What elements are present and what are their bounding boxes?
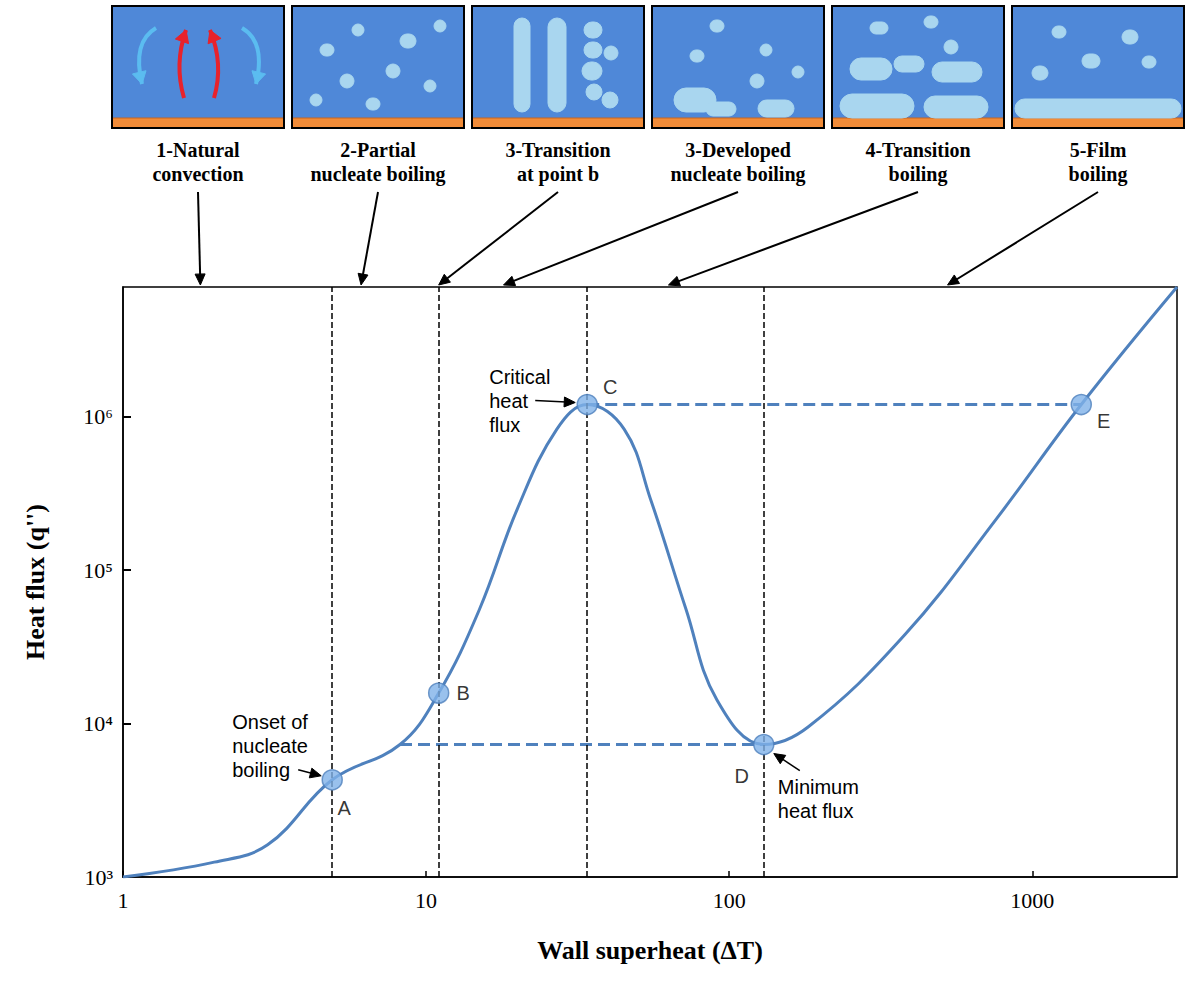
svg-text:convection: convection	[152, 163, 243, 185]
svg-text:boiling: boiling	[232, 759, 290, 781]
svg-text:100: 100	[713, 888, 746, 913]
svg-text:Wall superheat (ΔT): Wall superheat (ΔT)	[537, 936, 763, 965]
svg-text:10: 10	[415, 888, 437, 913]
svg-text:boiling: boiling	[889, 163, 948, 186]
svg-text:10⁵: 10⁵	[83, 558, 113, 583]
svg-text:Heat flux (q''): Heat flux (q'')	[21, 504, 50, 660]
svg-text:flux: flux	[489, 414, 520, 436]
svg-text:3-Transition: 3-Transition	[505, 139, 610, 161]
svg-text:10³: 10³	[84, 865, 113, 890]
svg-text:nucleate: nucleate	[232, 735, 308, 757]
svg-text:1: 1	[118, 888, 129, 913]
svg-text:nucleate boiling: nucleate boiling	[670, 163, 805, 186]
svg-text:heat flux: heat flux	[778, 800, 854, 822]
svg-text:boiling: boiling	[1069, 163, 1128, 186]
svg-text:Minimum: Minimum	[778, 776, 859, 798]
svg-text:1-Natural: 1-Natural	[156, 139, 240, 161]
svg-text:2-Partial: 2-Partial	[340, 139, 416, 161]
svg-text:5-Film: 5-Film	[1070, 139, 1127, 161]
svg-text:E: E	[1097, 410, 1110, 432]
svg-text:A: A	[338, 797, 352, 819]
svg-text:B: B	[456, 682, 469, 704]
svg-text:3-Developed: 3-Developed	[685, 139, 791, 162]
svg-text:1000: 1000	[1010, 888, 1054, 913]
svg-text:at point b: at point b	[517, 163, 599, 186]
svg-text:Onset of: Onset of	[232, 711, 308, 733]
svg-text:4-Transition: 4-Transition	[865, 139, 970, 161]
svg-text:10⁶: 10⁶	[83, 404, 113, 429]
svg-text:C: C	[603, 376, 617, 398]
svg-text:heat: heat	[489, 390, 528, 412]
svg-text:Critical: Critical	[489, 366, 550, 388]
svg-text:nucleate boiling: nucleate boiling	[310, 163, 445, 186]
svg-text:10⁴: 10⁴	[83, 711, 113, 736]
svg-text:D: D	[735, 765, 749, 787]
